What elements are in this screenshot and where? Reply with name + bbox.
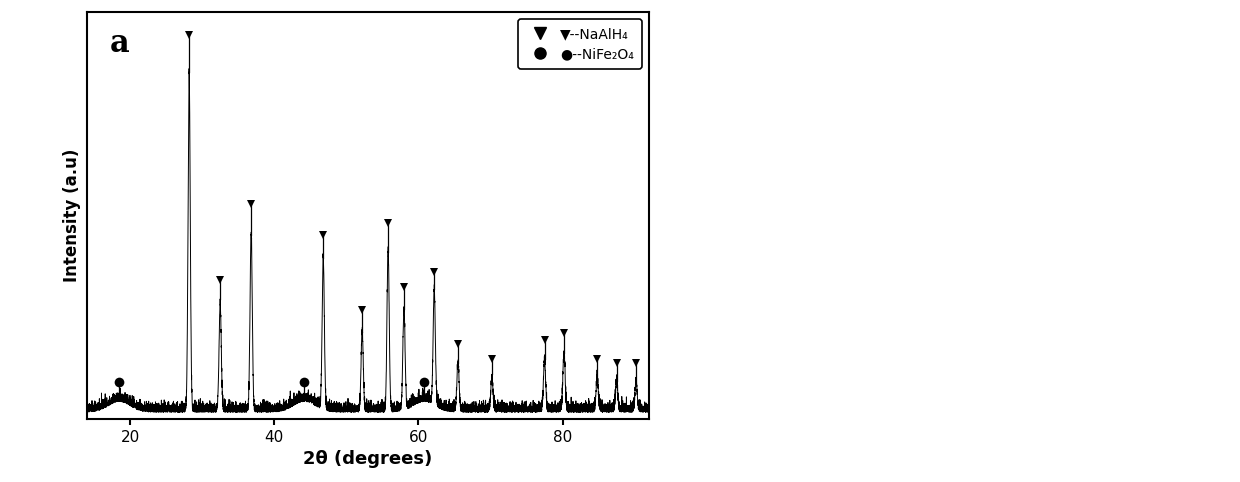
Polygon shape <box>1086 349 1157 408</box>
Polygon shape <box>817 372 889 433</box>
Polygon shape <box>1171 259 1240 321</box>
Polygon shape <box>1121 55 1192 113</box>
Polygon shape <box>760 358 827 415</box>
Polygon shape <box>737 173 821 237</box>
Text: 10.0μm: 10.0μm <box>1153 379 1183 388</box>
Polygon shape <box>807 305 879 365</box>
Text: 15.0kV 7.4mm x5.00k SE(U): 15.0kV 7.4mm x5.00k SE(U) <box>680 394 804 403</box>
Polygon shape <box>859 16 994 84</box>
Polygon shape <box>672 166 723 220</box>
Polygon shape <box>844 258 915 318</box>
Polygon shape <box>981 89 1065 150</box>
Polygon shape <box>962 19 1084 89</box>
Polygon shape <box>718 57 807 125</box>
Polygon shape <box>672 107 737 166</box>
Polygon shape <box>1049 250 1123 312</box>
Polygon shape <box>1076 103 1140 164</box>
Polygon shape <box>1018 155 1102 222</box>
Polygon shape <box>807 164 887 229</box>
Polygon shape <box>672 233 722 291</box>
Polygon shape <box>672 39 742 107</box>
Polygon shape <box>885 152 957 216</box>
Text: a: a <box>109 28 129 59</box>
Legend: ▼--NaAlH₄, ●--NiFe₂O₄: ▼--NaAlH₄, ●--NiFe₂O₄ <box>518 19 642 69</box>
Polygon shape <box>892 349 963 412</box>
Y-axis label: Intensity (a.u): Intensity (a.u) <box>63 149 82 282</box>
Polygon shape <box>908 273 986 340</box>
Polygon shape <box>775 26 981 130</box>
Polygon shape <box>742 276 813 338</box>
Polygon shape <box>1123 187 1194 249</box>
X-axis label: 2θ (degrees): 2θ (degrees) <box>304 450 433 469</box>
Polygon shape <box>1163 349 1231 408</box>
Polygon shape <box>957 327 1033 390</box>
